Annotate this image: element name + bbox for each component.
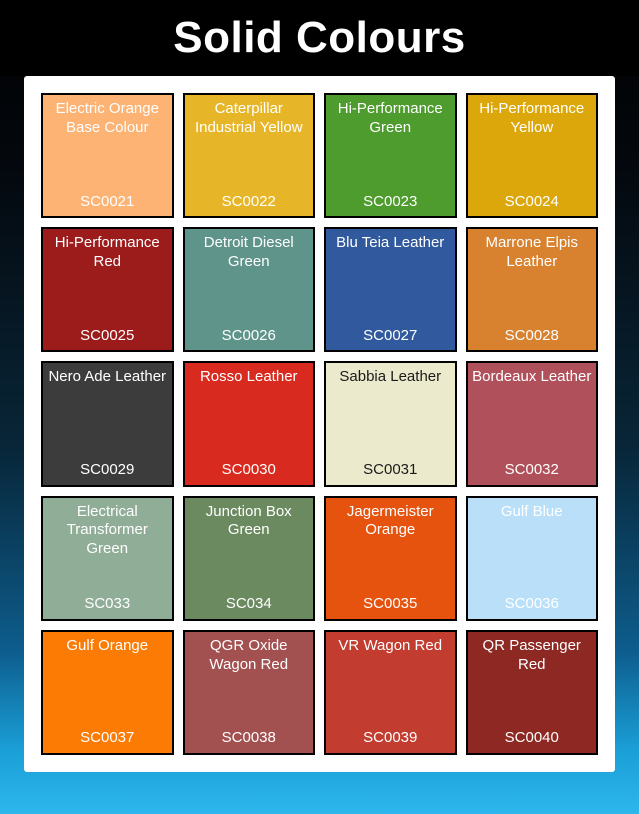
- colour-swatch: Nero Ade Leather SC0029: [41, 361, 174, 487]
- colour-code: SC0024: [504, 192, 559, 210]
- colour-swatch: Electric Orange Base Colour SC0021: [41, 93, 174, 219]
- colour-name: Electrical Transformer Green: [66, 502, 148, 558]
- colour-swatch: Hi-Performance Yellow SC0024: [465, 93, 598, 219]
- colour-code: SC0030: [221, 461, 276, 479]
- colour-code: SC0038: [221, 729, 276, 747]
- colour-name: Marrone Elpis Leather: [485, 234, 579, 270]
- swatch-panel: Electric Orange Base Colour SC0021 Cater…: [24, 76, 615, 772]
- swatch-grid: Electric Orange Base Colour SC0021 Cater…: [41, 93, 598, 755]
- colour-name: Rosso Leather: [199, 368, 298, 386]
- colour-name: Gulf Blue: [500, 502, 563, 520]
- colour-code: SC0021: [80, 192, 135, 210]
- colour-swatch: Blu Teia Leather SC0027: [324, 227, 457, 353]
- colour-code: SC0025: [80, 326, 135, 344]
- colour-code: SC0031: [363, 461, 418, 479]
- colour-name: Hi-Performance Red: [54, 234, 160, 270]
- colour-code: SC0032: [504, 461, 559, 479]
- colour-code: SC0028: [504, 326, 559, 344]
- colour-name: Hi-Performance Yellow: [479, 100, 585, 136]
- colour-swatch: Electrical Transformer Green SC033: [41, 495, 174, 621]
- colour-swatch: Rosso Leather SC0030: [182, 361, 315, 487]
- colour-name: Gulf Orange: [66, 636, 149, 654]
- colour-name: Hi-Performance Green: [337, 100, 443, 136]
- colour-code: SC0036: [504, 595, 559, 613]
- colour-name: Blu Teia Leather: [336, 234, 445, 252]
- colour-name: Detroit Diesel Green: [203, 234, 294, 270]
- colour-swatch: VR Wagon Red SC0039: [324, 629, 457, 755]
- colour-code: SC0029: [80, 461, 135, 479]
- page-title: Solid Colours: [173, 13, 466, 62]
- colour-code: SC0022: [221, 192, 276, 210]
- colour-swatch: Bordeaux Leather SC0032: [465, 361, 598, 487]
- colour-code: SC0026: [221, 326, 276, 344]
- colour-name: VR Wagon Red: [338, 636, 443, 654]
- colour-swatch: Gulf Blue SC0036: [465, 495, 598, 621]
- colour-swatch: QGR Oxide Wagon Red SC0038: [182, 629, 315, 755]
- colour-code: SC0023: [363, 192, 418, 210]
- colour-code: SC0040: [504, 729, 559, 747]
- colour-name: Jagermeister Orange: [346, 502, 434, 539]
- colour-swatch: Hi-Performance Green SC0023: [324, 93, 457, 219]
- page-header: Solid Colours: [0, 0, 639, 76]
- colour-swatch: Hi-Performance Red SC0025: [41, 227, 174, 353]
- colour-code: SC034: [225, 595, 272, 613]
- colour-swatch: QR Passenger Red SC0040: [465, 629, 598, 755]
- colour-swatch: Sabbia Leather SC0031: [324, 361, 457, 487]
- colour-name: Electric Orange Base Colour: [55, 100, 159, 136]
- colour-swatch: Marrone Elpis Leather SC0028: [465, 227, 598, 353]
- colour-swatch: Caterpillar Industrial Yellow SC0022: [182, 93, 315, 219]
- colour-code: SC0027: [363, 326, 418, 344]
- colour-name: Caterpillar Industrial Yellow: [194, 100, 303, 136]
- colour-name: QGR Oxide Wagon Red: [209, 636, 289, 673]
- colour-swatch: Jagermeister Orange SC0035: [324, 495, 457, 621]
- colour-name: Nero Ade Leather: [48, 368, 167, 386]
- colour-name: Junction Box Green: [205, 502, 292, 539]
- colour-code: SC0037: [80, 729, 135, 747]
- colour-name: Bordeaux Leather: [472, 368, 592, 386]
- colour-name: Sabbia Leather: [339, 368, 442, 386]
- colour-name: QR Passenger Red: [482, 636, 581, 673]
- colour-code: SC0035: [363, 595, 418, 613]
- colour-swatch: Gulf Orange SC0037: [41, 629, 174, 755]
- colour-swatch: Detroit Diesel Green SC0026: [182, 227, 315, 353]
- colour-code: SC0039: [363, 729, 418, 747]
- colour-swatch: Junction Box Green SC034: [182, 495, 315, 621]
- colour-code: SC033: [84, 595, 131, 613]
